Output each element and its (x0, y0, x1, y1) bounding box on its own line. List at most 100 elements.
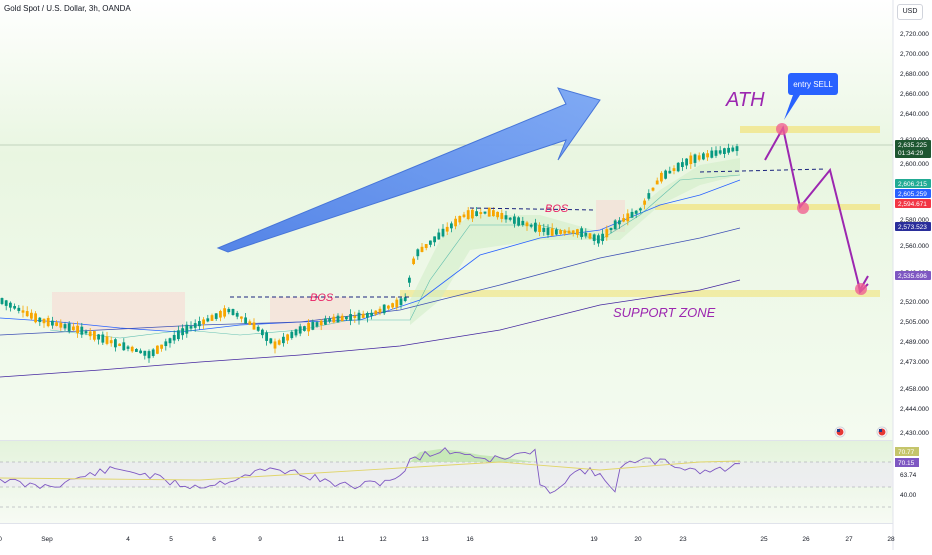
ath-label: ATH (725, 89, 765, 111)
rsi-value-text: 70.15 (898, 460, 915, 467)
candle-body (441, 228, 445, 237)
price-tick-label: 2,473.000 (900, 359, 929, 366)
candle-body (622, 218, 625, 222)
candle-body (643, 200, 646, 205)
candle-body (21, 310, 25, 313)
candle-body (458, 215, 462, 223)
candle-body (177, 330, 180, 340)
candle-body (252, 322, 256, 330)
candle-body (706, 153, 709, 158)
candle-body (324, 318, 327, 325)
symbol-title[interactable]: Gold Spot / U.S. Dollar, 3h, OANDA (4, 4, 131, 13)
time-axis[interactable]: 0 Sep 4 5 6 9 11 12 13 16 19 20 23 25 26 27 28 (0, 536, 895, 543)
candle-body (248, 321, 252, 325)
time-tick-label: 16 (466, 536, 474, 543)
rsi-line (0, 447, 741, 494)
candle-body (630, 211, 634, 218)
candle-body (156, 345, 159, 354)
candle-body (500, 212, 504, 219)
candle-body (143, 350, 147, 356)
candle-body (424, 244, 428, 249)
candle-body (479, 212, 483, 215)
candle-body (689, 155, 693, 165)
candle-body (34, 313, 37, 323)
candle-body (80, 326, 84, 335)
price-tick-label: 2,444.000 (900, 406, 929, 413)
time-tick-label: 0 (0, 536, 2, 543)
candle-body (672, 168, 676, 172)
entry-sell-callout (788, 73, 838, 95)
candle-body (437, 232, 441, 240)
currency-button[interactable]: USD (897, 4, 923, 20)
bos-label-1: BOS (310, 292, 334, 304)
candle-body (311, 321, 315, 330)
candle-body (584, 232, 588, 236)
entry-sell-callout-pointer (784, 95, 800, 120)
candle-body (378, 308, 382, 313)
ma-mid (0, 227, 741, 336)
price-label-badge (895, 271, 931, 280)
candle-body (185, 324, 189, 334)
resistance-shade-1 (52, 292, 185, 330)
candle-body (42, 318, 46, 324)
candle-body (336, 315, 340, 323)
time-tick-label: 13 (421, 536, 429, 543)
candle-body (244, 317, 247, 324)
candle-body (303, 326, 306, 331)
candle-body (538, 225, 541, 232)
time-tick-label: 28 (887, 536, 895, 543)
candle-body (588, 233, 592, 239)
countdown-text: 01:34:29 (898, 150, 924, 157)
candle-body (122, 342, 126, 351)
candle-body (151, 349, 155, 356)
candle-body (731, 147, 735, 152)
price-tick-label: 2,505.000 (900, 319, 929, 326)
rsi-tick-label: 63.74 (900, 472, 917, 479)
candle-body (601, 233, 604, 242)
price-label-text: 2,573.523 (898, 224, 927, 231)
candle-body (235, 312, 239, 317)
rsi-value-text: 70.77 (898, 449, 915, 456)
candle-body (420, 246, 424, 252)
candles-layer (0, 143, 739, 363)
rsi-axis[interactable]: 63.74 40.00 70.77 70.15 (895, 447, 919, 499)
candle-body (290, 331, 294, 339)
candle-body (660, 172, 663, 182)
candle-body (559, 230, 562, 234)
candle-body (693, 154, 697, 163)
candle-body (345, 316, 348, 320)
candle-body (219, 310, 222, 318)
candle-body (51, 320, 54, 326)
candle-body (139, 350, 142, 354)
candle-body (307, 322, 310, 332)
candle-body (605, 229, 609, 238)
price-label-text: 2,605.259 (898, 191, 927, 198)
us-event-flag-icon[interactable] (876, 426, 888, 438)
candle-body (202, 319, 205, 325)
price-tick-label: 2,680.000 (900, 71, 929, 78)
candle-body (340, 315, 344, 322)
candle-body (147, 351, 151, 359)
candle-body (462, 214, 466, 218)
time-tick-label: 6 (212, 536, 216, 543)
candle-body (101, 334, 105, 343)
candle-body (429, 240, 432, 245)
candle-body (181, 328, 184, 336)
candle-body (496, 211, 499, 218)
candle-body (164, 341, 168, 347)
candle-body (294, 329, 298, 336)
candle-body (546, 227, 550, 235)
candle-body (626, 213, 630, 222)
candle-body (563, 230, 567, 234)
candle-body (412, 258, 415, 265)
candle-body (30, 312, 33, 319)
time-tick-label: 27 (845, 536, 853, 543)
candle-body (634, 210, 638, 214)
us-event-flag-icon[interactable] (834, 426, 846, 438)
candle-body (328, 318, 331, 322)
candle-body (265, 332, 268, 341)
price-label-badge (895, 140, 931, 158)
